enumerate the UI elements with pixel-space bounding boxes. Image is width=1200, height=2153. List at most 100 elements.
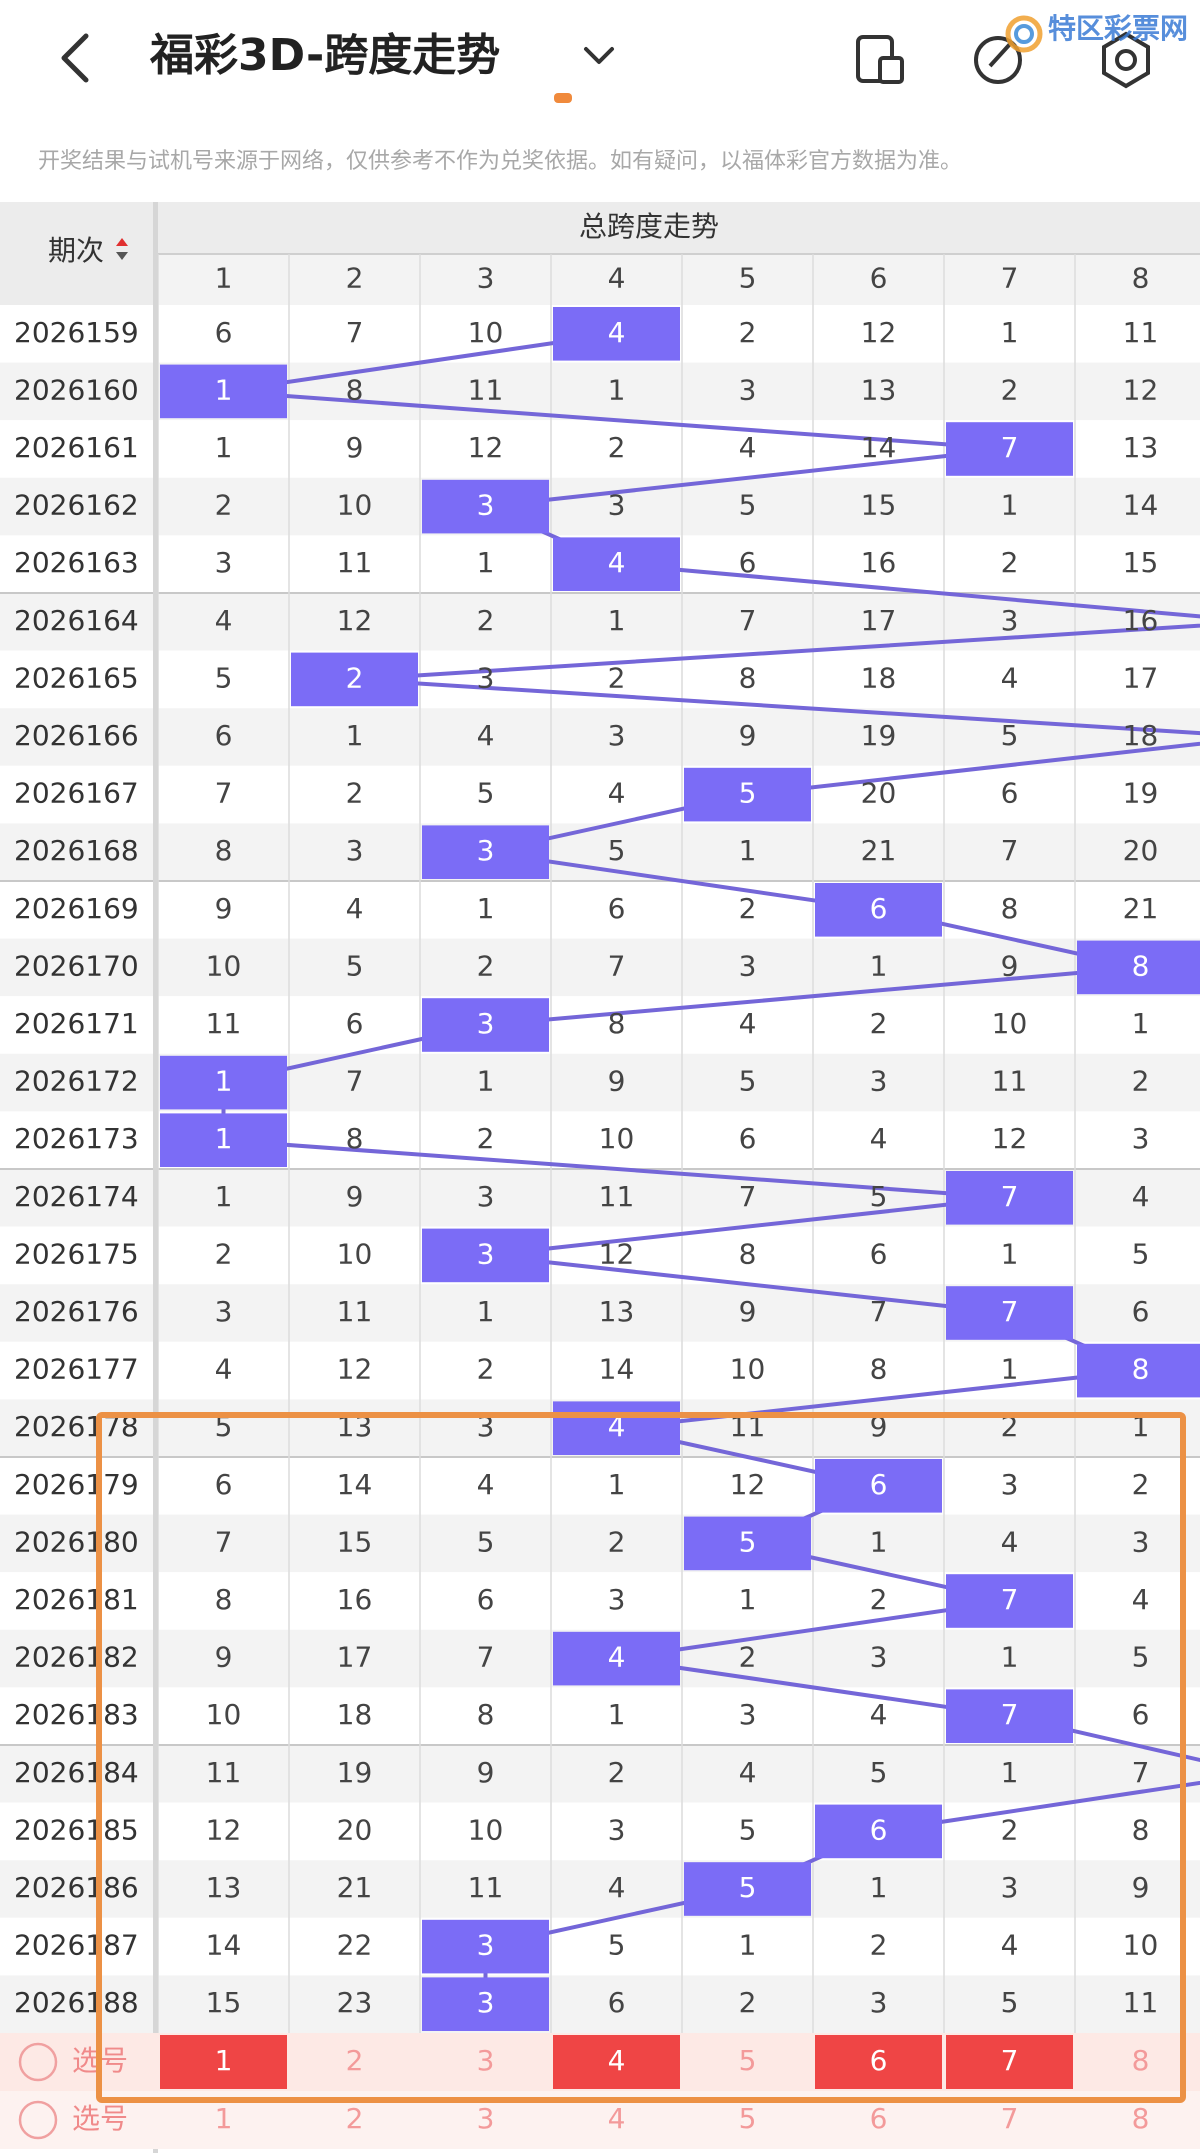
cell-value: 4 (346, 892, 364, 925)
cell-value: 13 (1123, 431, 1159, 464)
row-bg (0, 881, 1200, 939)
cell-value: 5 (1132, 1641, 1150, 1674)
cell-value: 4 (739, 1007, 757, 1040)
hit-value: 3 (477, 1237, 495, 1270)
selected-number-bg (160, 2035, 287, 2089)
icon-outline (878, 56, 904, 84)
period: 2026179 (14, 1468, 139, 1501)
selected-number[interactable]: 1 (215, 2044, 233, 2077)
period: 2026167 (14, 777, 139, 810)
cell-value: 3 (215, 1295, 233, 1328)
cell-value: 3 (870, 1986, 888, 2019)
period: 2026185 (14, 1813, 139, 1846)
cell-value: 1 (870, 949, 888, 982)
selector-number[interactable]: 8 (1132, 2102, 1150, 2135)
selector-number[interactable]: 3 (477, 2044, 495, 2077)
hit-cell (815, 883, 942, 937)
selected-number[interactable]: 4 (608, 2044, 626, 2077)
period: 2026183 (14, 1698, 139, 1731)
cell-value: 7 (215, 1525, 233, 1558)
hit-value: 7 (1001, 1698, 1019, 1731)
share-icon[interactable] (974, 36, 1022, 84)
selector-number[interactable]: 2 (346, 2102, 364, 2135)
cell-value: 19 (1123, 777, 1159, 810)
selected-number[interactable]: 7 (1001, 2044, 1019, 2077)
cell-value: 1 (870, 1525, 888, 1558)
selector-number[interactable]: 5 (739, 2044, 757, 2077)
cell-value: 2 (477, 1353, 495, 1386)
period: 2026181 (14, 1583, 139, 1616)
cell-value: 2 (739, 316, 757, 349)
column-number: 6 (870, 262, 888, 295)
sort-up[interactable] (116, 238, 128, 246)
hit-value: 4 (608, 316, 626, 349)
cell-value: 2 (215, 1237, 233, 1270)
cell-value: 4 (215, 1353, 233, 1386)
selector-number[interactable]: 5 (739, 2102, 757, 2135)
cell-value: 15 (337, 1525, 373, 1558)
sort-down[interactable] (116, 252, 128, 260)
period: 2026171 (14, 1007, 139, 1040)
cell-value: 14 (206, 1929, 242, 1962)
back-button[interactable] (61, 33, 89, 83)
cell-value: 8 (870, 1353, 888, 1386)
hit-value: 3 (477, 834, 495, 867)
row-bg (0, 650, 1200, 709)
cell-value: 3 (608, 489, 626, 522)
cell-value: 2 (608, 1525, 626, 1558)
hit-cell (946, 1689, 1073, 1743)
settings-icon[interactable] (1102, 31, 1150, 89)
cell-value: 2 (870, 1007, 888, 1040)
cell-value: 2 (477, 1122, 495, 1155)
hit-cell (1077, 1343, 1200, 1398)
cell-value: 1 (739, 1929, 757, 1962)
cell-value: 10 (992, 1007, 1028, 1040)
cell-value: 8 (346, 1122, 364, 1155)
cell-value: 6 (608, 1986, 626, 2019)
cell-value: 2 (1001, 373, 1019, 406)
hit-cell (422, 1919, 549, 1974)
select-toggle[interactable] (18, 2100, 58, 2140)
selector-number[interactable]: 1 (215, 2102, 233, 2135)
cell-value: 2 (1001, 1813, 1019, 1846)
cell-value: 3 (870, 1065, 888, 1098)
cell-value: 9 (1132, 1871, 1150, 1904)
cell-value: 1 (870, 1871, 888, 1904)
selector-number[interactable]: 2 (346, 2044, 364, 2077)
cell-value: 1 (608, 1468, 626, 1501)
cell-value: 13 (599, 1295, 635, 1328)
cell-value: 6 (215, 1468, 233, 1501)
selector-number[interactable]: 6 (870, 2102, 888, 2135)
cell-value: 11 (1123, 1986, 1159, 2019)
cell-value: 3 (477, 661, 495, 694)
selector-number[interactable]: 8 (1132, 2044, 1150, 2077)
cell-value: 4 (608, 777, 626, 810)
cell-value: 15 (1123, 546, 1159, 579)
cell-value: 5 (608, 1929, 626, 1962)
selector-number[interactable]: 4 (608, 2102, 626, 2135)
cell-value: 5 (215, 661, 233, 694)
cell-value: 7 (1001, 834, 1019, 867)
period: 2026165 (14, 661, 139, 694)
selected-number-bg (946, 2035, 1073, 2089)
cell-value: 9 (346, 431, 364, 464)
layout-icon[interactable] (856, 35, 904, 84)
cell-values: 6 7 10 2 12 1 118 11 1 3 13 2 121 9 12 2 4 14 132 10 3 5 15 1 14… (206, 316, 1159, 2019)
title-dropdown[interactable] (584, 47, 614, 64)
period: 2026164 (14, 604, 139, 637)
cell-value: 2 (608, 431, 626, 464)
cell-value: 2 (1001, 546, 1019, 579)
select-toggle[interactable] (18, 2042, 58, 2082)
selector-number[interactable]: 7 (1001, 2102, 1019, 2135)
selector-number[interactable]: 3 (477, 2102, 495, 2135)
cell-value: 2 (346, 777, 364, 810)
cell-value: 5 (1132, 1237, 1150, 1270)
hit-value: 3 (477, 1929, 495, 1962)
cell-value: 12 (992, 1122, 1028, 1155)
row-bg (0, 1975, 1200, 2033)
hit-cell (815, 1459, 942, 1513)
selected-number-bg (815, 2035, 942, 2089)
selected-number[interactable]: 6 (870, 2044, 888, 2077)
hit-value: 3 (477, 489, 495, 522)
